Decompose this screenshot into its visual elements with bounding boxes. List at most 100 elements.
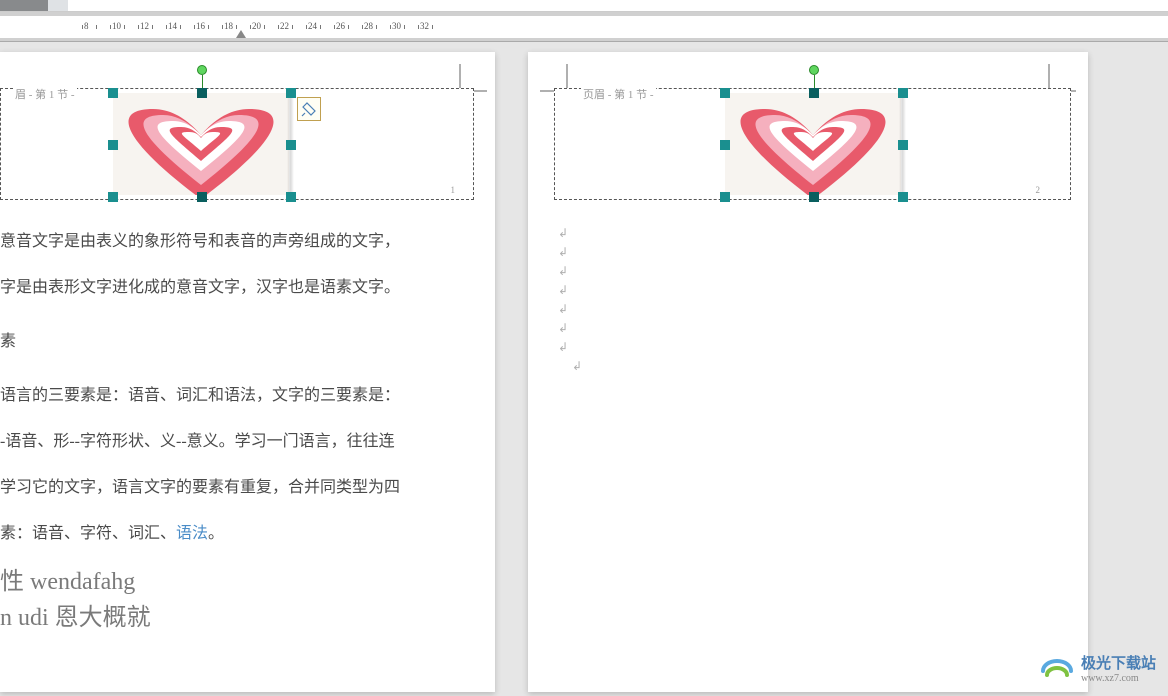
- heart-graphic: [113, 93, 289, 195]
- paragraph: 语言的三要素是：语音、词汇和语法，文字的三要素是：: [0, 376, 482, 416]
- header-image[interactable]: [725, 93, 903, 197]
- ruler-minor-tick: [110, 25, 111, 29]
- paragraph: 意音文字是由表义的象形符号和表音的声旁组成的文字，: [0, 222, 482, 262]
- body-text[interactable]: 意音文字是由表义的象形符号和表音的声旁组成的文字， 字是由表形文字进化成的意音文…: [0, 222, 490, 560]
- resize-handle-bl[interactable]: [720, 192, 730, 202]
- paragraph: 素：语音、字符、词汇、语法。: [0, 514, 482, 554]
- pilcrow-icon: ↲: [558, 224, 582, 243]
- ruler-minor-tick: [278, 25, 279, 29]
- resize-handle-mr[interactable]: [898, 140, 908, 150]
- resize-handle-tm[interactable]: [809, 88, 819, 98]
- ruler-minor-tick: [82, 25, 83, 29]
- paragraph: 素: [0, 322, 482, 362]
- ruler-minor-tick: [320, 25, 321, 29]
- rotate-handle[interactable]: [197, 65, 207, 75]
- watermark-url: www.xz7.com: [1081, 673, 1156, 684]
- ruler-minor-tick: [222, 25, 223, 29]
- pilcrow-icon: ↲: [558, 300, 582, 319]
- ruler-tick: 30: [392, 21, 401, 31]
- page-1[interactable]: 眉 - 第 1 节 -: [0, 52, 495, 692]
- paragraph-marks: ↲ ↲ ↲ ↲ ↲ ↲ ↲ ↲: [558, 224, 582, 376]
- resize-handle-tl[interactable]: [108, 88, 118, 98]
- image-options-button[interactable]: [297, 97, 321, 121]
- resize-handle-br[interactable]: [898, 192, 908, 202]
- ruler-tick: 18: [224, 21, 233, 31]
- ruler-minor-tick: [404, 25, 405, 29]
- ruler-minor-tick: [96, 25, 97, 29]
- resize-handle-tm[interactable]: [197, 88, 207, 98]
- ruler-tick: 20: [252, 21, 261, 31]
- ruler-minor-tick: [390, 25, 391, 29]
- ruler-minor-tick: [334, 25, 335, 29]
- pilcrow-icon: ↲: [558, 281, 582, 300]
- ruler-track: 8 10 12 14 16 18 20 22 24 26 28 30 32: [0, 16, 1168, 38]
- ruler-minor-tick: [152, 25, 153, 29]
- resize-handle-br[interactable]: [286, 192, 296, 202]
- rotate-stem: [814, 75, 815, 88]
- resize-handle-tl[interactable]: [720, 88, 730, 98]
- header-region[interactable]: 眉 - 第 1 节 -: [0, 88, 474, 200]
- ruler-tick: 24: [308, 21, 317, 31]
- ruler-tick: 16: [196, 21, 205, 31]
- watermark-name: 极光下载站: [1081, 656, 1156, 672]
- pilcrow-icon: ↲: [558, 243, 582, 262]
- resize-handle-bm[interactable]: [809, 192, 819, 202]
- pilcrow-icon: ↲: [558, 319, 582, 338]
- watermark: 极光下载站 www.xz7.com: [1039, 652, 1156, 684]
- ruler-minor-tick: [138, 25, 139, 29]
- ruler-minor-tick: [292, 25, 293, 29]
- ruler-tick: 28: [364, 21, 373, 31]
- ruler-minor-tick: [432, 25, 433, 29]
- text: 。: [208, 525, 224, 542]
- paragraph: 学习它的文字，语言文字的要素有重复，合并同类型为四: [0, 468, 482, 508]
- resize-handle-mr[interactable]: [286, 140, 296, 150]
- resize-handle-ml[interactable]: [108, 140, 118, 150]
- workspace: 眉 - 第 1 节 -: [0, 42, 1168, 696]
- ruler-tick: 22: [280, 21, 289, 31]
- tb-segment: [68, 0, 1168, 11]
- page-2[interactable]: 页眉 - 第 1 节 -: [528, 52, 1088, 692]
- tb-segment: [48, 0, 68, 11]
- header-label: 眉 - 第 1 节 -: [13, 86, 77, 102]
- resize-handle-tr[interactable]: [898, 88, 908, 98]
- resize-handle-tr[interactable]: [286, 88, 296, 98]
- resize-handle-bl[interactable]: [108, 192, 118, 202]
- ruler-minor-tick: [348, 25, 349, 29]
- ruler-minor-tick: [166, 25, 167, 29]
- resize-handle-bm[interactable]: [197, 192, 207, 202]
- rotate-stem: [202, 75, 203, 88]
- pilcrow-icon: ↲: [572, 357, 582, 376]
- rotate-handle[interactable]: [809, 65, 819, 75]
- ruler-tick: 26: [336, 21, 345, 31]
- header-label: 页眉 - 第 1 节 -: [581, 86, 656, 102]
- ruler-minor-tick: [208, 25, 209, 29]
- pilcrow-icon: ↲: [558, 262, 582, 281]
- ruler-minor-tick: [376, 25, 377, 29]
- ruler-tick: 8: [84, 21, 89, 31]
- resize-handle-ml[interactable]: [720, 140, 730, 150]
- heading-block[interactable]: 性 wendafahg n udi 恩大概就: [0, 564, 151, 636]
- watermark-text: 极光下载站 www.xz7.com: [1081, 652, 1156, 684]
- indent-marker[interactable]: [236, 28, 246, 38]
- ruler-tick: 14: [168, 21, 177, 31]
- ruler-minor-tick: [180, 25, 181, 29]
- paragraph: -语音、形--字符形状、义--意义。学习一门语言，往往连: [0, 422, 482, 462]
- ruler-minor-tick: [264, 25, 265, 29]
- toolbar: [0, 0, 1168, 12]
- heading-line: n udi 恩大概就: [0, 600, 151, 636]
- ruler-tick: 10: [112, 21, 121, 31]
- horizontal-ruler[interactable]: 8 10 12 14 16 18 20 22 24 26 28 30 32: [0, 12, 1168, 42]
- page-number: 1: [451, 185, 456, 195]
- ruler-tick: 32: [420, 21, 429, 31]
- header-image[interactable]: [113, 93, 291, 197]
- pilcrow-icon: ↲: [558, 338, 582, 357]
- link[interactable]: 语法: [176, 525, 208, 542]
- header-region[interactable]: 页眉 - 第 1 节 -: [554, 88, 1071, 200]
- paragraph: 字是由表形文字进化成的意音文字，汉字也是语素文字。: [0, 268, 482, 308]
- ruler-minor-tick: [124, 25, 125, 29]
- ruler-tick: 12: [140, 21, 149, 31]
- heading-line: 性 wendafahg: [0, 564, 151, 600]
- watermark-logo-icon: [1039, 653, 1075, 683]
- ruler-minor-tick: [236, 25, 237, 29]
- text: 素：语音、字符、词汇、: [0, 525, 176, 542]
